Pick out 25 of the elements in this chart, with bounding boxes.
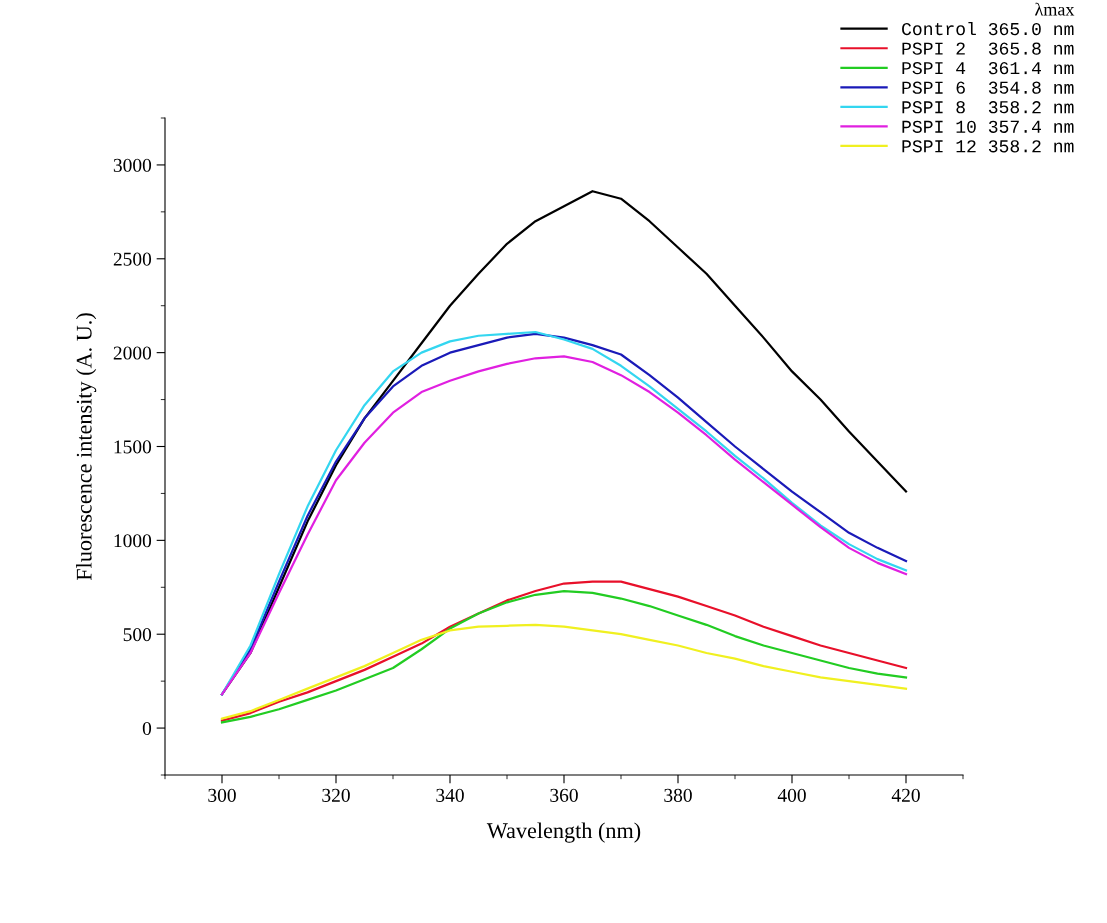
- x-tick-label: 420: [891, 788, 920, 802]
- y-tick-label: 0: [142, 721, 152, 736]
- legend-label: PSPI 10 357.4 nm: [902, 120, 1074, 133]
- y-tick-label: 2000: [113, 346, 152, 360]
- legend-label: PSPI 6 354.8 nm: [902, 81, 1074, 94]
- x-axis-title: Wavelength (nm): [486, 822, 641, 843]
- legend-title: λmax: [1035, 2, 1075, 16]
- legend-label: Control 365.0 nm: [902, 21, 1074, 36]
- y-tick-label: 1000: [114, 534, 152, 548]
- legend-label: PSPI 8 358.2 nm: [902, 101, 1074, 114]
- legend-label: PSPI 2 365.8 nm: [902, 42, 1074, 55]
- x-tick-label: 380: [664, 788, 692, 802]
- y-axis-title: Fluorescence intensity (A. U.): [76, 313, 97, 581]
- y-tick-label: 1500: [114, 440, 152, 454]
- y-tick-label: 2500: [113, 252, 152, 266]
- legend-label: PSPI 12 358.2 nm: [902, 140, 1074, 153]
- y-tick-label: 500: [123, 628, 152, 642]
- x-tick-label: 340: [436, 788, 464, 802]
- y-tick-label: 3000: [113, 158, 152, 172]
- x-tick-label: 400: [777, 788, 806, 802]
- x-tick-label: 360: [550, 788, 578, 802]
- x-tick-label: 320: [322, 788, 350, 802]
- legend-label: PSPI 4 361.4 nm: [902, 62, 1074, 75]
- line-series: [220, 623, 908, 720]
- x-tick-label: 300: [208, 788, 236, 802]
